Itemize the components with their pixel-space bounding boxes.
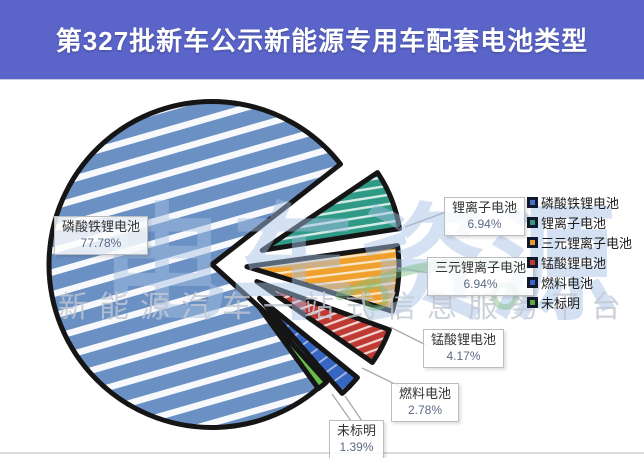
- legend-marker-icon: [527, 216, 538, 228]
- bottom-divider: [0, 452, 644, 454]
- legend-item-lmo: 锰酸锂电池: [527, 252, 632, 272]
- pie-slice-1: [259, 170, 402, 253]
- legend-marker-icon: [527, 276, 538, 288]
- data-label-fuel-cell: 燃料电池 2.78%: [391, 383, 460, 423]
- legend-item-fuel-cell: 燃料电池: [527, 272, 632, 292]
- legend-item-lfp: 磷酸铁锂电池: [527, 192, 632, 212]
- pie-slice-3: [254, 279, 392, 365]
- legend-marker-icon: [527, 296, 538, 308]
- leader-lines: [331, 211, 447, 422]
- legend-item-li-ion: 锂离子电池: [527, 212, 632, 232]
- pie-slice-2: [244, 243, 402, 314]
- legend: 磷酸铁锂电池 锂离子电池 三元锂离子电池 锰酸锂电池 燃料电池 未标明: [527, 192, 632, 312]
- watermark-car-wheel-icon: [361, 283, 389, 311]
- legend-marker-icon: [527, 196, 538, 208]
- leader-line: [344, 395, 363, 422]
- data-label-lmo: 锰酸锂电池 4.17%: [423, 329, 505, 369]
- legend-item-ternary: 三元锂离子电池: [527, 232, 632, 252]
- pie-slice-0: [46, 98, 343, 430]
- leader-line: [389, 326, 427, 346]
- data-label-ternary: 三元锂离子电池 6.94%: [427, 257, 535, 297]
- leader-line: [404, 211, 447, 228]
- title-bar: 第327批新车公示新能源专用车配套电池类型: [0, 0, 644, 79]
- leader-line: [397, 267, 430, 274]
- pie-slice-5: [257, 305, 329, 392]
- data-label-li-ion: 锂离子电池 6.94%: [444, 197, 526, 237]
- legend-marker-icon: [527, 256, 538, 268]
- leader-line: [331, 393, 352, 422]
- data-label-lfp: 磷酸铁锂电池 77.78%: [54, 216, 149, 256]
- chart-title: 第327批新车公示新能源专用车配套电池类型: [55, 26, 589, 56]
- pie-slice-4: [257, 295, 360, 396]
- pie-slices: [46, 98, 402, 430]
- legend-item-unlabeled: 未标明: [527, 292, 632, 312]
- data-label-unlabeled: 未标明 1.39%: [329, 420, 385, 458]
- legend-marker-icon: [527, 236, 538, 248]
